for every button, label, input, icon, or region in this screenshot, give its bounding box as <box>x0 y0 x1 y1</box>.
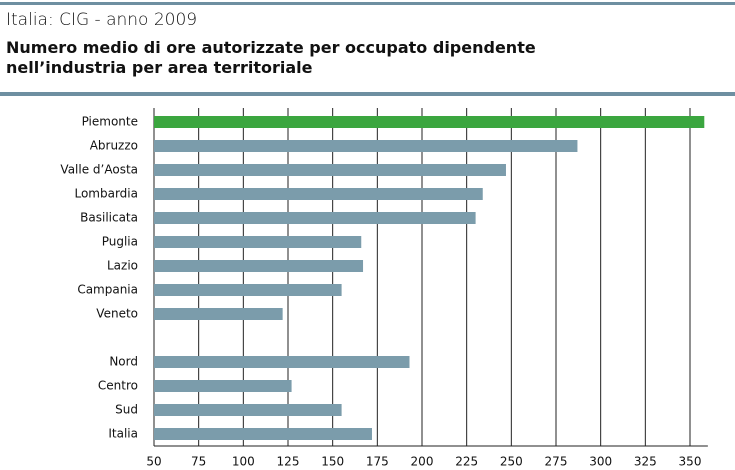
y-tick-label: Nord <box>109 355 138 369</box>
bar <box>154 428 372 440</box>
x-tick-label: 275 <box>545 455 568 469</box>
x-tick-label: 350 <box>679 455 702 469</box>
chart-title: Italia: CIG - anno 2009 <box>6 10 197 30</box>
y-tick-label: Italia <box>108 427 138 441</box>
bar <box>154 116 705 128</box>
bar <box>154 404 342 416</box>
bar <box>154 260 364 272</box>
y-tick-label: Abruzzo <box>90 139 138 153</box>
chart-subtitle: Numero medio di ore autorizzate per occu… <box>6 38 536 77</box>
y-tick-label: Valle d’Aosta <box>60 163 138 177</box>
bar <box>154 164 506 176</box>
y-tick-label: Puglia <box>102 235 138 249</box>
bar <box>154 236 362 248</box>
header-rule <box>0 92 735 96</box>
y-tick-label: Lazio <box>107 259 138 273</box>
bar <box>154 380 292 392</box>
subtitle-line: Numero medio di ore autorizzate per occu… <box>6 38 536 57</box>
subtitle-line: nell’industria per area territoriale <box>6 58 313 77</box>
x-tick-label: 175 <box>366 455 389 469</box>
x-tick-label: 50 <box>146 455 161 469</box>
x-tick-label: 200 <box>411 455 434 469</box>
y-tick-label: Lombardia <box>74 187 138 201</box>
bar <box>154 140 578 152</box>
y-tick-label: Basilicata <box>80 211 138 225</box>
y-tick-label: Centro <box>98 379 138 393</box>
y-tick-label: Campania <box>77 283 138 297</box>
x-tick-label: 100 <box>232 455 255 469</box>
top-rule <box>0 2 735 5</box>
y-tick-label: Piemonte <box>82 115 138 129</box>
bar <box>154 284 342 296</box>
x-tick-label: 150 <box>321 455 344 469</box>
y-tick-label: Veneto <box>96 307 138 321</box>
x-tick-label: 300 <box>589 455 612 469</box>
bar <box>154 212 476 224</box>
x-tick-label: 125 <box>277 455 300 469</box>
bar <box>154 308 283 320</box>
x-tick-label: 75 <box>191 455 206 469</box>
bar <box>154 188 483 200</box>
x-tick-label: 325 <box>634 455 657 469</box>
x-tick-label: 250 <box>500 455 523 469</box>
x-tick-label: 225 <box>455 455 478 469</box>
bar <box>154 356 410 368</box>
y-tick-label: Sud <box>115 403 138 417</box>
